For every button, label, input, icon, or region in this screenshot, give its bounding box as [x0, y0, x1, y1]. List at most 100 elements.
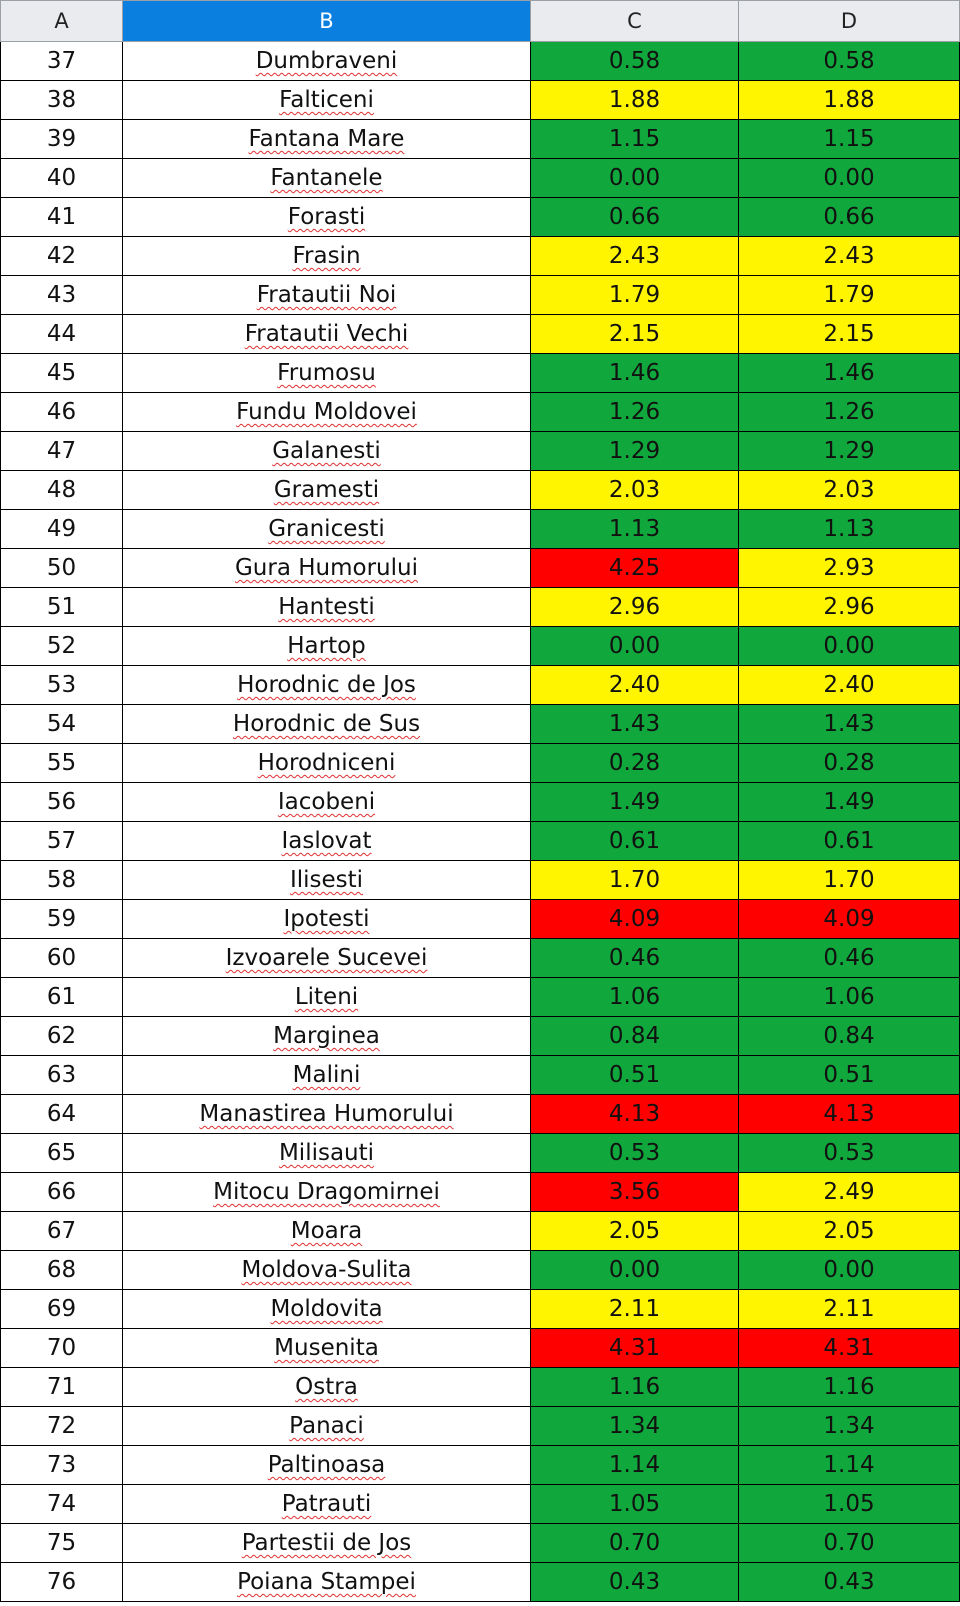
- value-cell-c[interactable]: 0.46: [530, 938, 739, 978]
- row-number-cell[interactable]: 67: [0, 1211, 123, 1251]
- row-number-cell[interactable]: 55: [0, 743, 123, 783]
- name-cell[interactable]: Fundu Moldovei: [122, 392, 531, 432]
- value-cell-c[interactable]: 1.29: [530, 431, 739, 471]
- name-cell[interactable]: Ostra: [122, 1367, 531, 1407]
- row-number-cell[interactable]: 64: [0, 1094, 123, 1134]
- value-cell-d[interactable]: 0.51: [738, 1055, 960, 1095]
- name-cell[interactable]: Frumosu: [122, 353, 531, 393]
- name-cell[interactable]: Iacobeni: [122, 782, 531, 822]
- name-cell[interactable]: Hantesti: [122, 587, 531, 627]
- value-cell-c[interactable]: 4.31: [530, 1328, 739, 1368]
- value-cell-d[interactable]: 0.00: [738, 626, 960, 666]
- row-number-cell[interactable]: 73: [0, 1445, 123, 1485]
- name-cell[interactable]: Horodnic de Jos: [122, 665, 531, 705]
- name-cell[interactable]: Frasin: [122, 236, 531, 276]
- value-cell-c[interactable]: 2.40: [530, 665, 739, 705]
- name-cell[interactable]: Horodnic de Sus: [122, 704, 531, 744]
- row-number-cell[interactable]: 71: [0, 1367, 123, 1407]
- value-cell-d[interactable]: 2.43: [738, 236, 960, 276]
- value-cell-d[interactable]: 1.46: [738, 353, 960, 393]
- column-header-a[interactable]: A: [0, 0, 123, 42]
- name-cell[interactable]: Fratautii Vechi: [122, 314, 531, 354]
- value-cell-c[interactable]: 1.49: [530, 782, 739, 822]
- name-cell[interactable]: Paltinoasa: [122, 1445, 531, 1485]
- row-number-cell[interactable]: 76: [0, 1562, 123, 1602]
- value-cell-d[interactable]: 1.13: [738, 509, 960, 549]
- value-cell-c[interactable]: 2.15: [530, 314, 739, 354]
- value-cell-c[interactable]: 1.05: [530, 1484, 739, 1524]
- row-number-cell[interactable]: 41: [0, 197, 123, 237]
- value-cell-d[interactable]: 1.70: [738, 860, 960, 900]
- row-number-cell[interactable]: 69: [0, 1289, 123, 1329]
- value-cell-d[interactable]: 0.28: [738, 743, 960, 783]
- row-number-cell[interactable]: 48: [0, 470, 123, 510]
- value-cell-c[interactable]: 0.66: [530, 197, 739, 237]
- value-cell-d[interactable]: 1.15: [738, 119, 960, 159]
- name-cell[interactable]: Moara: [122, 1211, 531, 1251]
- value-cell-c[interactable]: 0.00: [530, 626, 739, 666]
- value-cell-d[interactable]: 2.15: [738, 314, 960, 354]
- value-cell-c[interactable]: 0.58: [530, 41, 739, 81]
- value-cell-c[interactable]: 2.05: [530, 1211, 739, 1251]
- row-number-cell[interactable]: 68: [0, 1250, 123, 1290]
- column-header-d[interactable]: D: [738, 0, 960, 42]
- row-number-cell[interactable]: 61: [0, 977, 123, 1017]
- row-number-cell[interactable]: 75: [0, 1523, 123, 1563]
- name-cell[interactable]: Manastirea Humorului: [122, 1094, 531, 1134]
- name-cell[interactable]: Ilisesti: [122, 860, 531, 900]
- row-number-cell[interactable]: 44: [0, 314, 123, 354]
- name-cell[interactable]: Granicesti: [122, 509, 531, 549]
- value-cell-c[interactable]: 0.84: [530, 1016, 739, 1056]
- value-cell-c[interactable]: 1.26: [530, 392, 739, 432]
- name-cell[interactable]: Galanesti: [122, 431, 531, 471]
- name-cell[interactable]: Musenita: [122, 1328, 531, 1368]
- value-cell-c[interactable]: 0.28: [530, 743, 739, 783]
- value-cell-d[interactable]: 1.14: [738, 1445, 960, 1485]
- name-cell[interactable]: Hartop: [122, 626, 531, 666]
- row-number-cell[interactable]: 49: [0, 509, 123, 549]
- value-cell-d[interactable]: 2.49: [738, 1172, 960, 1212]
- row-number-cell[interactable]: 56: [0, 782, 123, 822]
- name-cell[interactable]: Ipotesti: [122, 899, 531, 939]
- name-cell[interactable]: Moldovita: [122, 1289, 531, 1329]
- value-cell-c[interactable]: 3.56: [530, 1172, 739, 1212]
- name-cell[interactable]: Dumbraveni: [122, 41, 531, 81]
- row-number-cell[interactable]: 39: [0, 119, 123, 159]
- value-cell-d[interactable]: 1.06: [738, 977, 960, 1017]
- value-cell-c[interactable]: 4.13: [530, 1094, 739, 1134]
- value-cell-d[interactable]: 1.88: [738, 80, 960, 120]
- name-cell[interactable]: Marginea: [122, 1016, 531, 1056]
- row-number-cell[interactable]: 65: [0, 1133, 123, 1173]
- name-cell[interactable]: Patrauti: [122, 1484, 531, 1524]
- name-cell[interactable]: Mitocu Dragomirnei: [122, 1172, 531, 1212]
- value-cell-d[interactable]: 1.43: [738, 704, 960, 744]
- value-cell-c[interactable]: 0.00: [530, 158, 739, 198]
- row-number-cell[interactable]: 63: [0, 1055, 123, 1095]
- row-number-cell[interactable]: 57: [0, 821, 123, 861]
- row-number-cell[interactable]: 47: [0, 431, 123, 471]
- value-cell-c[interactable]: 0.70: [530, 1523, 739, 1563]
- value-cell-d[interactable]: 0.46: [738, 938, 960, 978]
- row-number-cell[interactable]: 58: [0, 860, 123, 900]
- value-cell-d[interactable]: 2.96: [738, 587, 960, 627]
- row-number-cell[interactable]: 46: [0, 392, 123, 432]
- row-number-cell[interactable]: 42: [0, 236, 123, 276]
- value-cell-c[interactable]: 1.79: [530, 275, 739, 315]
- row-number-cell[interactable]: 51: [0, 587, 123, 627]
- name-cell[interactable]: Malini: [122, 1055, 531, 1095]
- value-cell-c[interactable]: 1.13: [530, 509, 739, 549]
- row-number-cell[interactable]: 59: [0, 899, 123, 939]
- value-cell-d[interactable]: 1.49: [738, 782, 960, 822]
- value-cell-c[interactable]: 0.61: [530, 821, 739, 861]
- value-cell-c[interactable]: 4.09: [530, 899, 739, 939]
- name-cell[interactable]: Milisauti: [122, 1133, 531, 1173]
- value-cell-d[interactable]: 4.09: [738, 899, 960, 939]
- value-cell-d[interactable]: 0.43: [738, 1562, 960, 1602]
- value-cell-c[interactable]: 1.14: [530, 1445, 739, 1485]
- value-cell-c[interactable]: 1.06: [530, 977, 739, 1017]
- value-cell-d[interactable]: 0.58: [738, 41, 960, 81]
- row-number-cell[interactable]: 52: [0, 626, 123, 666]
- value-cell-c[interactable]: 0.00: [530, 1250, 739, 1290]
- value-cell-d[interactable]: 0.70: [738, 1523, 960, 1563]
- row-number-cell[interactable]: 60: [0, 938, 123, 978]
